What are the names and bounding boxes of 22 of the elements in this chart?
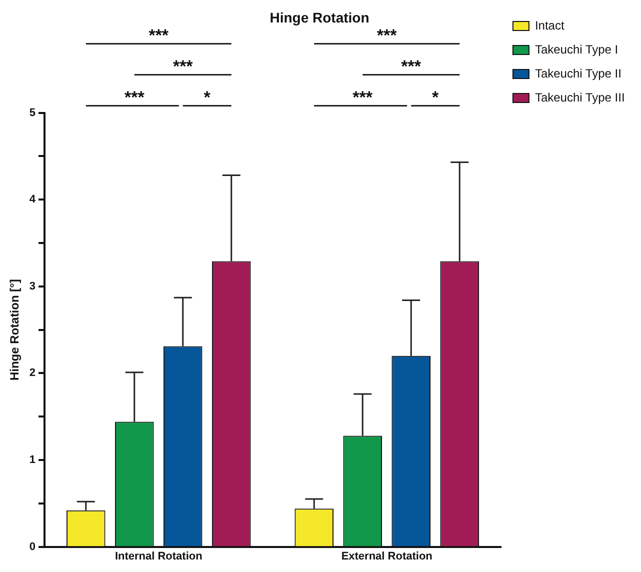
y-tick-label: 0 [29, 540, 36, 553]
text: * [432, 88, 440, 107]
text: *** [401, 56, 422, 76]
legend-label: Takeuchi Type II [534, 66, 622, 80]
x-tick-label: Internal Rotation [114, 550, 203, 562]
text: *** [124, 88, 145, 107]
text: *** [172, 56, 194, 76]
x-tick-label: External Rotation [341, 550, 433, 562]
legend-label: Takeuchi Type I [534, 42, 618, 56]
y-tick-label: 3 [29, 280, 36, 292]
y-tick-label: 1 [29, 454, 36, 466]
legend-label: Takeuchi Type III [534, 90, 625, 104]
y-tick-label: 2 [29, 367, 36, 380]
y-tick-label: 4 [29, 194, 36, 206]
legend-label: Intact [534, 18, 565, 32]
text: *** [148, 26, 169, 45]
y-tick-label: 5 [29, 106, 36, 119]
chart-title: Hinge Rotation [270, 9, 370, 26]
y-axis-title: Hinge Rotation [°] [8, 279, 22, 381]
text: * [204, 88, 211, 107]
text: *** [352, 88, 373, 107]
text: *** [376, 26, 398, 45]
